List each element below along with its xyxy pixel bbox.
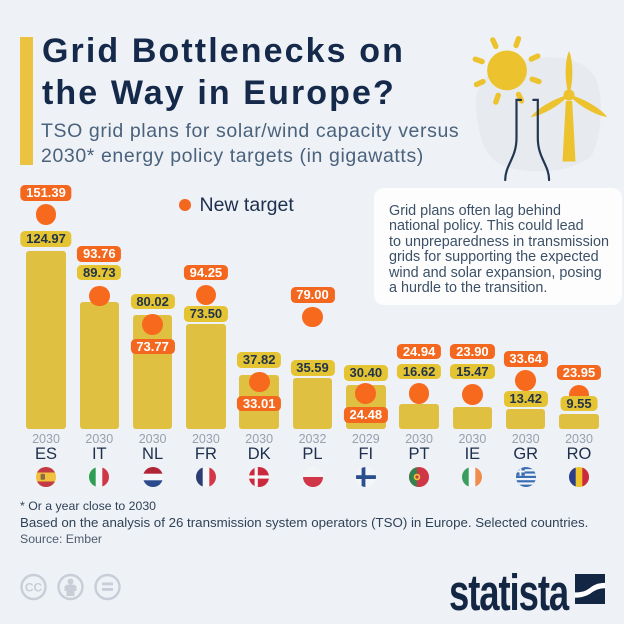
svg-text:CC: CC bbox=[25, 581, 43, 595]
